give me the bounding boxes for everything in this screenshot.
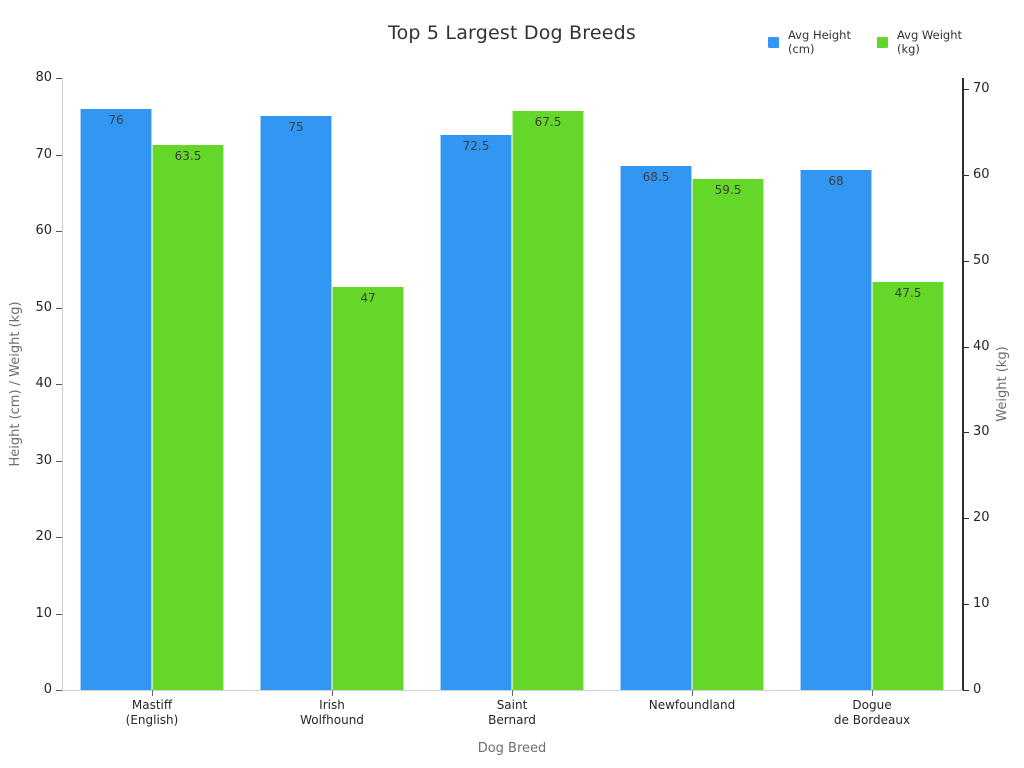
- right-y-tick-mark: [963, 432, 969, 434]
- x-tick-label-line: Dogue: [852, 698, 892, 712]
- right-y-axis-title: Weight (kg): [995, 346, 1010, 422]
- legend-label-line: (cm): [787, 42, 815, 56]
- bar-avg-height-cm-mastiff: [80, 108, 152, 690]
- x-tick-mark: [512, 690, 513, 696]
- x-tick-label-line: Wolfhound: [300, 713, 364, 727]
- x-tick-label: Irish Wolfhound: [242, 698, 422, 728]
- bar-avg-height-cm-irish: [260, 116, 332, 690]
- left-y-tick-mark: [56, 613, 62, 615]
- bar-value-label: 59.5: [714, 183, 742, 198]
- left-y-tick-mark: [56, 231, 62, 232]
- bar-avg-weight-kg-irish: [332, 286, 404, 690]
- legend-label-line: (kg): [896, 42, 920, 56]
- bar-value-label: 68: [828, 173, 844, 188]
- legend-label-line: Avg Height: [787, 28, 851, 42]
- bar-value-label: 47.5: [894, 286, 922, 301]
- x-tick-mark: [152, 690, 153, 696]
- left-y-tick-label: 20: [35, 529, 52, 544]
- bar-value-label: 72.5: [462, 139, 490, 154]
- left-y-tick-mark: [56, 460, 62, 462]
- left-y-tick-mark: [56, 690, 62, 691]
- left-y-tick-mark: [56, 537, 62, 538]
- left-y-tick-label: 70: [35, 146, 52, 162]
- left-axis-spine: [62, 78, 63, 690]
- legend-item-avg-weight-kg: Avg Weight (kg): [876, 28, 962, 56]
- left-y-tick-label: 40: [35, 376, 52, 391]
- legend-item-avg-height-cm: Avg Height (cm): [767, 28, 851, 56]
- x-tick-label: Newfoundland: [602, 698, 782, 713]
- bar-avg-height-cm-saint: [440, 135, 512, 690]
- left-y-tick-mark: [56, 78, 62, 79]
- legend-swatch-avg-height-cm: [767, 36, 779, 48]
- left-y-tick-label: 50: [35, 299, 52, 315]
- right-y-tick-mark: [963, 690, 969, 691]
- bar-value-label: 67.5: [534, 114, 562, 129]
- x-axis-title: Dog Breed: [477, 741, 547, 756]
- right-y-tick-mark: [963, 604, 969, 606]
- legend-swatch-avg-weight-kg: [876, 36, 888, 48]
- chart-title: Top 5 Largest Dog Breeds: [388, 22, 636, 44]
- bar-avg-height-cm-newfoundland: [620, 165, 692, 690]
- legend-label: Avg Height (cm): [788, 28, 851, 56]
- left-y-tick-mark: [56, 307, 62, 309]
- right-y-tick-label: 0: [973, 682, 982, 697]
- left-y-tick-label: 60: [35, 223, 52, 238]
- bar-value-label: 68.5: [642, 169, 670, 184]
- right-y-tick-mark: [963, 89, 969, 91]
- left-y-tick-mark: [56, 384, 62, 385]
- x-tick-mark: [872, 690, 873, 696]
- x-tick-label-line: Saint: [496, 698, 528, 712]
- legend: Avg Height (cm) Avg Weight (kg): [767, 28, 962, 56]
- bar-value-label: 75: [288, 120, 304, 135]
- right-y-tick-label: 60: [973, 166, 990, 182]
- left-y-tick-label: 10: [35, 605, 52, 621]
- x-tick-label-line: de Bordeaux: [833, 713, 911, 727]
- legend-label-line: Avg Weight: [896, 28, 962, 42]
- left-y-tick-label: 30: [35, 452, 52, 468]
- left-y-tick-mark: [56, 154, 62, 156]
- bar-value-label: 76: [108, 112, 124, 127]
- right-y-tick-mark: [963, 174, 969, 176]
- right-y-tick-label: 20: [973, 510, 990, 526]
- bar-avg-weight-kg-mastiff: [152, 144, 224, 690]
- legend-label: Avg Weight (kg): [897, 28, 962, 56]
- x-tick-label-line: Bernard: [488, 713, 536, 727]
- x-tick-label-line: Irish: [319, 698, 345, 712]
- right-y-tick-label: 50: [973, 252, 990, 268]
- x-tick-label-line: Newfoundland: [648, 698, 736, 712]
- x-tick-label-line: Mastiff: [131, 698, 173, 712]
- bar-avg-weight-kg-newfoundland: [692, 179, 764, 690]
- bar-avg-weight-kg-dogue: [872, 282, 944, 690]
- bar-avg-weight-kg-saint: [512, 110, 584, 690]
- right-y-tick-mark: [963, 260, 969, 262]
- left-y-tick-label: 80: [35, 70, 52, 85]
- bar-avg-height-cm-dogue: [800, 169, 872, 690]
- x-tick-label: Dogue de Bordeaux: [782, 698, 962, 728]
- right-y-tick-label: 30: [973, 424, 990, 440]
- x-tick-mark: [692, 690, 693, 696]
- left-y-tick-label: 0: [43, 682, 52, 697]
- right-y-tick-mark: [963, 518, 969, 520]
- x-tick-label: Saint Bernard: [422, 698, 602, 728]
- x-tick-label-line: (English): [125, 713, 179, 727]
- right-y-tick-label: 40: [973, 338, 990, 354]
- bar-value-label: 63.5: [174, 148, 202, 163]
- right-axis-spine: [962, 78, 964, 690]
- right-y-tick-mark: [963, 346, 969, 348]
- x-tick-mark: [332, 690, 333, 696]
- right-y-tick-label: 70: [973, 81, 990, 97]
- right-y-tick-label: 10: [973, 596, 990, 612]
- bar-value-label: 47: [360, 290, 376, 305]
- x-tick-label: Mastiff (English): [62, 698, 242, 728]
